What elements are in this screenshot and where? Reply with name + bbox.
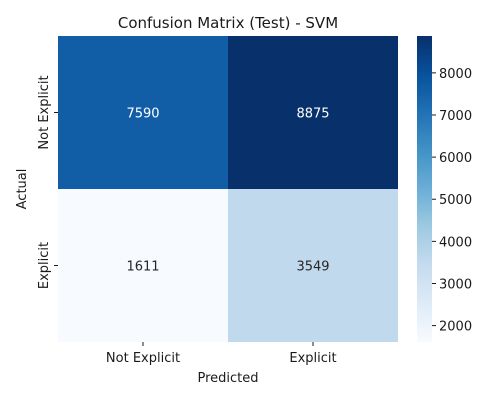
y-tick-label: Explicit bbox=[37, 242, 52, 289]
x-axis-ticks: Not Explicit Explicit bbox=[106, 342, 337, 366]
x-tick-label: Not Explicit bbox=[106, 351, 180, 366]
x-axis-label: Predicted bbox=[197, 371, 258, 386]
colorbar-tick-label: 7000 bbox=[439, 109, 472, 124]
y-axis-label: Actual bbox=[15, 169, 30, 210]
heatmap-cell bbox=[58, 189, 228, 342]
colorbar-tick-label: 2000 bbox=[439, 320, 472, 335]
heatmap-cell bbox=[228, 189, 398, 342]
colorbar-tick-label: 8000 bbox=[439, 67, 472, 82]
heatmap-cells: 7590 8875 1611 3549 bbox=[58, 36, 398, 342]
y-tick-label: Not Explicit bbox=[37, 75, 52, 149]
colorbar-ticks: 2000 3000 4000 5000 6000 7000 8000 bbox=[432, 67, 472, 335]
colorbar-tick-label: 3000 bbox=[439, 277, 472, 292]
cell-value-label: 8875 bbox=[296, 107, 329, 122]
cell-value-label: 1611 bbox=[126, 260, 159, 275]
colorbar-tick-label: 5000 bbox=[439, 193, 472, 208]
heatmap-cell bbox=[228, 36, 398, 189]
colorbar-tick-label: 6000 bbox=[439, 151, 472, 166]
y-axis-ticks: Not Explicit Explicit bbox=[37, 75, 58, 289]
heatmap-cell bbox=[58, 36, 228, 189]
x-tick-label: Explicit bbox=[289, 351, 336, 366]
colorbar-tick-label: 4000 bbox=[439, 235, 472, 250]
cell-value-label: 3549 bbox=[296, 260, 329, 275]
chart-title: Confusion Matrix (Test) - SVM bbox=[118, 14, 338, 32]
cell-value-label: 7590 bbox=[126, 107, 159, 122]
colorbar bbox=[417, 36, 432, 342]
